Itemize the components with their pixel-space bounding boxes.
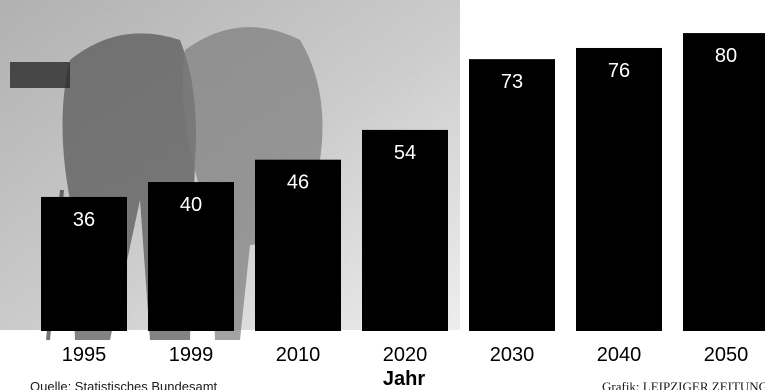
x-tick-labels: 1995 1999 2010 2020 2030 2040 2050 [62, 344, 749, 366]
x-tick-label: 1999 [169, 344, 214, 366]
bars-group [41, 33, 765, 331]
bar-value-label: 80 [715, 45, 737, 67]
bar-2010 [255, 159, 341, 331]
bar-2040 [576, 47, 662, 331]
bar-value-label: 54 [394, 142, 416, 164]
bar-value-label: 46 [287, 172, 309, 194]
bar-2030 [469, 59, 555, 331]
x-axis-title: Jahr [383, 368, 425, 390]
bar-value-label: 36 [73, 209, 95, 231]
bar-value-labels: 36 40 46 54 73 76 80 [73, 45, 737, 231]
source-note: Quelle: Statistisches Bundesamt [30, 379, 218, 390]
bar-2050 [683, 33, 765, 331]
x-tick-label: 2020 [383, 344, 428, 366]
graphic-credit: Grafik: LEIPZIGER ZEITUNG [602, 379, 765, 390]
bar-1995 [41, 196, 127, 331]
bar-2020 [362, 129, 448, 331]
x-tick-label: 2010 [276, 344, 321, 366]
bar-value-label: 40 [180, 194, 202, 216]
bar-1999 [148, 182, 234, 331]
bar-value-label: 76 [608, 60, 630, 82]
x-tick-label: 2040 [597, 344, 642, 366]
x-tick-label: 1995 [62, 344, 107, 366]
x-tick-label: 2050 [704, 344, 749, 366]
bar-value-label: 73 [501, 71, 523, 93]
x-tick-label: 2030 [490, 344, 535, 366]
